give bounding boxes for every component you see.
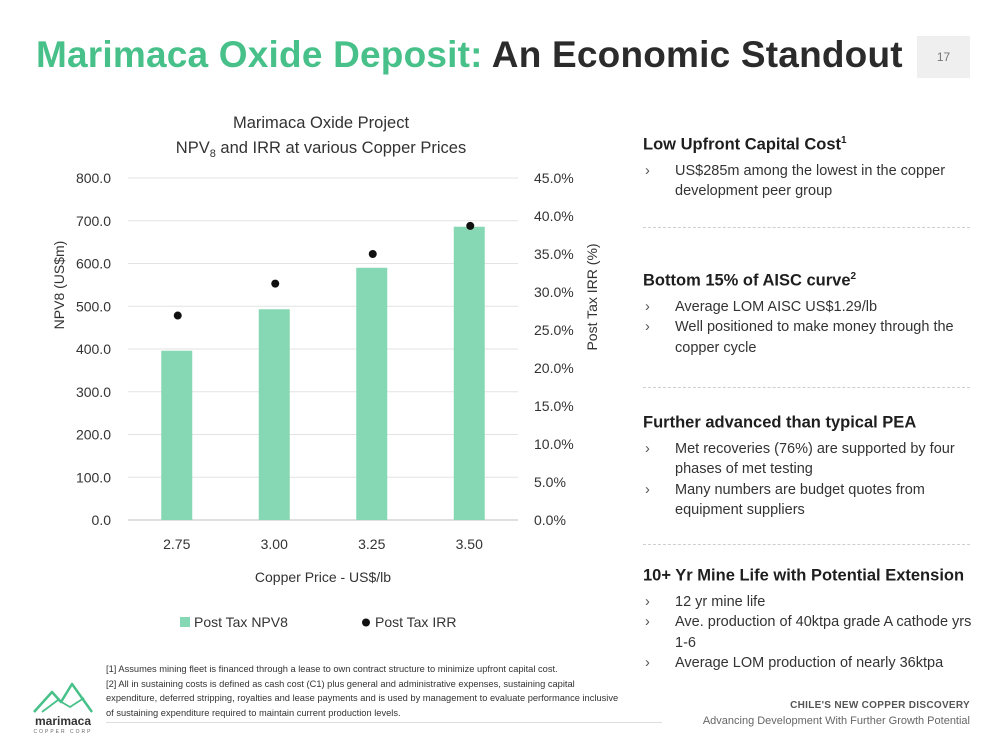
y-tick-label: 100.0 xyxy=(76,469,111,485)
bullet-item: Many numbers are budget quotes from equi… xyxy=(643,480,988,521)
footnotes: [1] Assumes mining fleet is financed thr… xyxy=(106,662,626,720)
chart-title-line1: Marimaca Oxide Project xyxy=(233,114,409,132)
logo-text: marimaca xyxy=(34,714,92,728)
marimaca-logo xyxy=(33,682,94,713)
chart: Marimaca Oxide Project NPV8 and IRR at v… xyxy=(51,114,600,630)
y-tick-label: 400.0 xyxy=(76,341,111,357)
section-pea: Further advanced than typical PEA Met re… xyxy=(643,413,988,521)
bullet-list: Average LOM AISC US$1.29/lb Well positio… xyxy=(643,297,988,359)
page-number: 17 xyxy=(917,36,970,78)
section-divider xyxy=(643,544,970,545)
footnote-1: [1] Assumes mining fleet is financed thr… xyxy=(106,664,558,674)
tagline-main: CHILE'S NEW COPPER DISCOVERY xyxy=(790,700,970,711)
point-irr xyxy=(173,311,182,320)
logo-subtext: COPPER CORP xyxy=(33,729,93,735)
section-mine-life: 10+ Yr Mine Life with Potential Extensio… xyxy=(643,566,988,674)
x-axis-label: Copper Price - US$/lb xyxy=(255,569,391,585)
y2-axis-label: Post Tax IRR (%) xyxy=(584,243,600,350)
legend-marker-irr xyxy=(362,618,370,627)
footer-tagline: CHILE'S NEW COPPER DISCOVERY Advancing D… xyxy=(703,700,970,727)
title-accent: Marimaca Oxide Deposit: xyxy=(36,34,483,75)
y-tick-label: 800.0 xyxy=(76,170,111,186)
y-tick-label: 600.0 xyxy=(76,256,111,272)
point-irr xyxy=(271,279,280,288)
y-tick-label: 300.0 xyxy=(76,384,111,400)
section-divider xyxy=(643,387,970,388)
bullet-item: 12 yr mine life xyxy=(643,592,988,613)
y2-tick-label: 25.0% xyxy=(534,322,574,338)
section-heading: Further advanced than typical PEA xyxy=(643,413,917,432)
bar-npv xyxy=(161,350,193,520)
chart-title-line2: NPV8 and IRR at various Copper Prices xyxy=(176,139,466,160)
bullet-item: Average LOM production of nearly 36ktpa xyxy=(643,653,988,674)
y-axis-label: NPV8 (US$m) xyxy=(51,241,67,330)
y2-tick-label: 35.0% xyxy=(534,246,574,262)
bar-npv xyxy=(453,226,485,521)
footnote-2: [2] All in sustaining costs is defined a… xyxy=(106,678,619,718)
section-capital-cost: Low Upfront Capital Cost1 US$285m among … xyxy=(643,135,988,202)
y2-tick-label: 5.0% xyxy=(534,474,566,490)
section-heading: Low Upfront Capital Cost1 xyxy=(643,135,847,154)
bullet-item: Met recoveries (76%) are supported by fo… xyxy=(643,439,988,480)
legend-label-npv: Post Tax NPV8 xyxy=(194,614,288,630)
y2-tick-label: 40.0% xyxy=(534,208,574,224)
section-heading: 10+ Yr Mine Life with Potential Extensio… xyxy=(643,566,965,585)
bullet-list: US$285m among the lowest in the copper d… xyxy=(643,161,988,202)
legend: Post Tax NPV8 Post Tax IRR xyxy=(180,614,456,630)
x-tick-label: 3.25 xyxy=(358,536,385,552)
y2-tick-label: 45.0% xyxy=(534,170,574,186)
y2-tick-label: 20.0% xyxy=(534,360,574,376)
y2-tick-label: 10.0% xyxy=(534,436,574,452)
tagline-sub: Advancing Development With Further Growt… xyxy=(702,715,970,727)
bullet-item: Average LOM AISC US$1.29/lb xyxy=(643,297,988,318)
bar-npv xyxy=(258,309,290,520)
section-aisc: Bottom 15% of AISC curve2 Average LOM AI… xyxy=(643,271,988,358)
y2-tick-label: 0.0% xyxy=(534,512,566,528)
y-tick-label: 700.0 xyxy=(76,213,111,229)
bullet-list: Met recoveries (76%) are supported by fo… xyxy=(643,439,988,521)
bullet-item: Ave. production of 40ktpa grade A cathod… xyxy=(643,612,988,653)
legend-label-irr: Post Tax IRR xyxy=(375,614,456,630)
bar-npv xyxy=(356,267,388,520)
legend-swatch-npv xyxy=(180,617,190,627)
x-tick-label: 3.00 xyxy=(261,536,288,552)
y-tick-label: 0.0 xyxy=(92,512,112,528)
point-irr xyxy=(466,221,475,230)
y-tick-label: 200.0 xyxy=(76,427,111,443)
title-rest: An Economic Standout xyxy=(491,34,903,75)
section-divider xyxy=(643,227,970,228)
footer-rule xyxy=(106,722,662,723)
x-tick-label: 3.50 xyxy=(456,536,483,552)
point-irr xyxy=(368,250,377,258)
y2-tick-label: 15.0% xyxy=(534,398,574,414)
y2-tick-label: 30.0% xyxy=(534,284,574,300)
section-heading: Bottom 15% of AISC curve2 xyxy=(643,271,857,290)
x-tick-label: 2.75 xyxy=(163,536,190,552)
bullet-list: 12 yr mine life Ave. production of 40ktp… xyxy=(643,592,988,674)
bullet-item: US$285m among the lowest in the copper d… xyxy=(643,161,988,202)
y-tick-label: 500.0 xyxy=(76,298,111,314)
bullet-item: Well positioned to make money through th… xyxy=(643,317,988,358)
slide-title: Marimaca Oxide Deposit: An Economic Stan… xyxy=(36,34,903,76)
